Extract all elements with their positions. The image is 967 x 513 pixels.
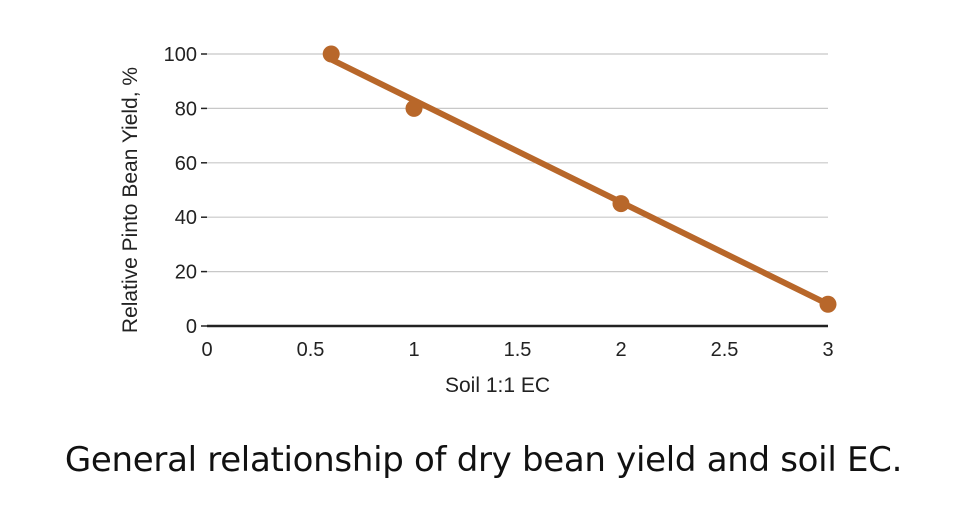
x-tick-1: 1 [408, 339, 419, 361]
x-tick-2: 2 [615, 339, 626, 361]
data-points [322, 45, 837, 313]
y-tick-40: 40 [175, 207, 197, 229]
y-tick-100: 100 [164, 44, 197, 66]
y-tick-labels: 0 20 40 60 80 100 [164, 44, 207, 338]
y-axis-label: Relative Pinto Bean Yield, % [119, 67, 142, 333]
data-point-2 [405, 99, 423, 117]
x-tick-labels: 0 0.5 1 1.5 2 2.5 3 [201, 339, 833, 361]
x-tick-1.5: 1.5 [504, 339, 532, 361]
y-tick-60: 60 [175, 153, 197, 175]
y-tick-0: 0 [186, 316, 197, 338]
x-tick-0: 0 [201, 339, 212, 361]
y-tick-80: 80 [175, 98, 197, 120]
figure-caption: General relationship of dry bean yield a… [64, 440, 903, 480]
data-point-1 [322, 45, 340, 63]
x-axis-label: Soil 1:1 EC [445, 374, 550, 397]
data-point-4 [819, 295, 837, 313]
data-point-3 [612, 195, 630, 213]
x-tick-3: 3 [822, 339, 833, 361]
chart: 0 20 40 60 80 100 0 0.5 1 1.5 2 2.5 3 Soil 1:1 EC R… [119, 44, 837, 397]
x-tick-2.5: 2.5 [711, 339, 739, 361]
trend-line [328, 56, 831, 308]
x-tick-0.5: 0.5 [297, 339, 325, 361]
gridlines [207, 53, 828, 273]
y-tick-20: 20 [175, 262, 197, 284]
